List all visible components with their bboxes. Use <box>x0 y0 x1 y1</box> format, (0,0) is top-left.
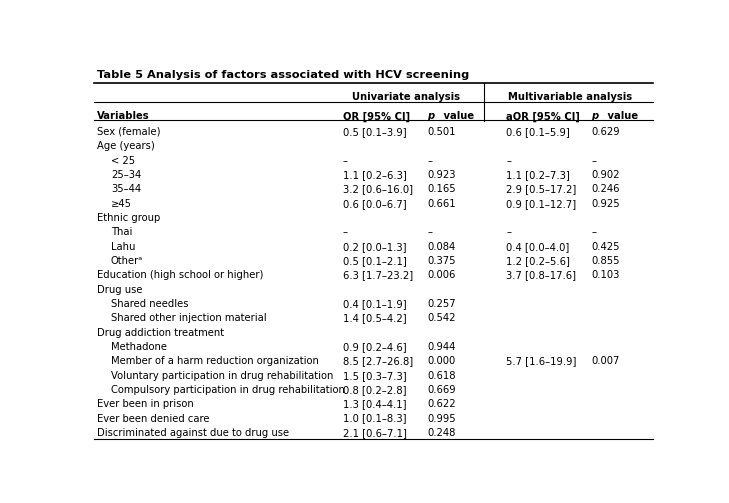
Text: 0.4 [0.1–1.9]: 0.4 [0.1–1.9] <box>343 299 406 309</box>
Text: 0.165: 0.165 <box>427 184 456 194</box>
Text: 1.1 [0.2–7.3]: 1.1 [0.2–7.3] <box>507 170 570 180</box>
Text: Drug use: Drug use <box>97 285 142 295</box>
Text: aOR [95% CI]: aOR [95% CI] <box>507 112 580 122</box>
Text: 0.9 [0.1–12.7]: 0.9 [0.1–12.7] <box>507 199 577 209</box>
Text: 0.375: 0.375 <box>427 256 456 266</box>
Text: 2.9 [0.5–17.2]: 2.9 [0.5–17.2] <box>507 184 577 194</box>
Text: 0.248: 0.248 <box>427 428 456 438</box>
Text: Variables: Variables <box>97 112 149 122</box>
Text: 3.2 [0.6–16.0]: 3.2 [0.6–16.0] <box>343 184 413 194</box>
Text: 0.5 [0.1–3.9]: 0.5 [0.1–3.9] <box>343 127 406 137</box>
Text: 1.3 [0.4–4.1]: 1.3 [0.4–4.1] <box>343 399 406 409</box>
Text: 0.246: 0.246 <box>591 184 620 194</box>
Text: 1.4 [0.5–4.2]: 1.4 [0.5–4.2] <box>343 313 406 323</box>
Text: 5.7 [1.6–19.9]: 5.7 [1.6–19.9] <box>507 356 577 366</box>
Text: –: – <box>343 227 348 237</box>
Text: –: – <box>507 227 511 237</box>
Text: –: – <box>427 155 432 165</box>
Text: 0.902: 0.902 <box>591 170 620 180</box>
Text: 2.1 [0.6–7.1]: 2.1 [0.6–7.1] <box>343 428 406 438</box>
Text: Ever been in prison: Ever been in prison <box>97 399 193 409</box>
Text: 1.5 [0.3–7.3]: 1.5 [0.3–7.3] <box>343 371 406 381</box>
Text: Compulsory participation in drug rehabilitation: Compulsory participation in drug rehabil… <box>111 385 345 395</box>
Text: 0.084: 0.084 <box>427 241 456 252</box>
Text: value: value <box>440 112 474 122</box>
Text: p: p <box>591 112 599 122</box>
Text: Univariate analysis: Univariate analysis <box>352 92 460 102</box>
Text: Discriminated against due to drug use: Discriminated against due to drug use <box>97 428 289 438</box>
Text: 0.006: 0.006 <box>427 270 456 280</box>
Text: 0.6 [0.1–5.9]: 0.6 [0.1–5.9] <box>507 127 570 137</box>
Text: < 25: < 25 <box>111 155 135 165</box>
Text: p: p <box>427 112 434 122</box>
Text: 0.669: 0.669 <box>427 385 456 395</box>
Text: 6.3 [1.7–23.2]: 6.3 [1.7–23.2] <box>343 270 413 280</box>
Text: Shared needles: Shared needles <box>111 299 188 309</box>
Text: ≥45: ≥45 <box>111 199 132 209</box>
Text: 0.995: 0.995 <box>427 413 456 424</box>
Text: value: value <box>604 112 638 122</box>
Text: Lahu: Lahu <box>111 241 136 252</box>
Text: –: – <box>343 155 348 165</box>
Text: Age (years): Age (years) <box>97 141 155 151</box>
Text: 35–44: 35–44 <box>111 184 141 194</box>
Text: Otherᵃ: Otherᵃ <box>111 256 143 266</box>
Text: 3.7 [0.8–17.6]: 3.7 [0.8–17.6] <box>507 270 577 280</box>
Text: 0.257: 0.257 <box>427 299 456 309</box>
Text: 1.2 [0.2–5.6]: 1.2 [0.2–5.6] <box>507 256 570 266</box>
Text: Voluntary participation in drug rehabilitation: Voluntary participation in drug rehabili… <box>111 371 333 381</box>
Text: 0.8 [0.2–2.8]: 0.8 [0.2–2.8] <box>343 385 406 395</box>
Text: OR [95% CI]: OR [95% CI] <box>343 112 410 122</box>
Text: 0.000: 0.000 <box>427 356 456 366</box>
Text: 0.629: 0.629 <box>591 127 620 137</box>
Text: 1.0 [0.1–8.3]: 1.0 [0.1–8.3] <box>343 413 406 424</box>
Text: 0.425: 0.425 <box>591 241 620 252</box>
Text: 0.542: 0.542 <box>427 313 456 323</box>
Text: 0.5 [0.1–2.1]: 0.5 [0.1–2.1] <box>343 256 406 266</box>
Text: 1.1 [0.2–6.3]: 1.1 [0.2–6.3] <box>343 170 406 180</box>
Text: 0.622: 0.622 <box>427 399 456 409</box>
Text: 0.501: 0.501 <box>427 127 456 137</box>
Text: Ethnic group: Ethnic group <box>97 213 160 223</box>
Text: Member of a harm reduction organization: Member of a harm reduction organization <box>111 356 319 366</box>
Text: 0.923: 0.923 <box>427 170 456 180</box>
Text: Sex (female): Sex (female) <box>97 127 160 137</box>
Text: 8.5 [2.7–26.8]: 8.5 [2.7–26.8] <box>343 356 413 366</box>
Text: Drug addiction treatment: Drug addiction treatment <box>97 327 224 338</box>
Text: Education (high school or higher): Education (high school or higher) <box>97 270 263 280</box>
Text: 0.6 [0.0–6.7]: 0.6 [0.0–6.7] <box>343 199 406 209</box>
Text: 0.925: 0.925 <box>591 199 620 209</box>
Text: 0.9 [0.2–4.6]: 0.9 [0.2–4.6] <box>343 342 406 352</box>
Text: Table 5 Analysis of factors associated with HCV screening: Table 5 Analysis of factors associated w… <box>97 70 469 80</box>
Text: 0.2 [0.0–1.3]: 0.2 [0.0–1.3] <box>343 241 406 252</box>
Text: 0.103: 0.103 <box>591 270 620 280</box>
Text: –: – <box>591 227 596 237</box>
Text: –: – <box>591 155 596 165</box>
Text: Shared other injection material: Shared other injection material <box>111 313 267 323</box>
Text: 0.618: 0.618 <box>427 371 456 381</box>
Text: 0.4 [0.0–4.0]: 0.4 [0.0–4.0] <box>507 241 569 252</box>
Text: Multivariable analysis: Multivariable analysis <box>508 92 632 102</box>
Text: –: – <box>507 155 511 165</box>
Text: Methadone: Methadone <box>111 342 167 352</box>
Text: 0.944: 0.944 <box>427 342 456 352</box>
Text: Thai: Thai <box>111 227 132 237</box>
Text: –: – <box>427 227 432 237</box>
Text: 0.007: 0.007 <box>591 356 620 366</box>
Text: 25–34: 25–34 <box>111 170 141 180</box>
Text: 0.661: 0.661 <box>427 199 456 209</box>
Text: Ever been denied care: Ever been denied care <box>97 413 209 424</box>
Text: 0.855: 0.855 <box>591 256 620 266</box>
